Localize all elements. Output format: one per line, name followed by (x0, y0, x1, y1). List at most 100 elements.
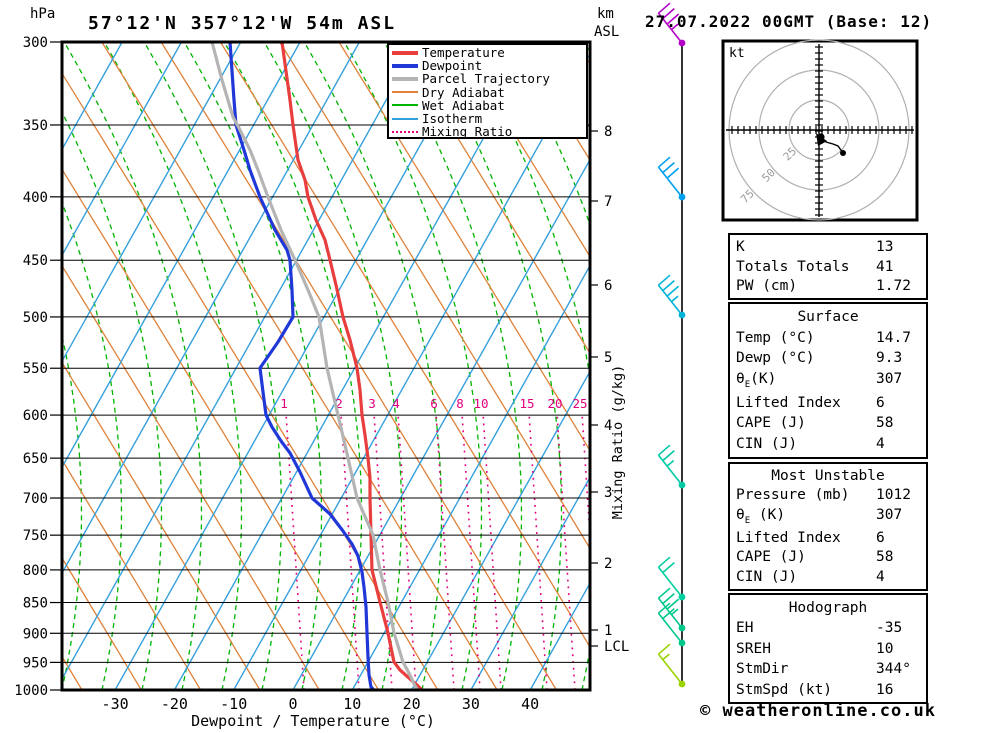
panel-row: CIN (J) 4 (736, 436, 920, 452)
temp-tick-label: -30 (102, 695, 129, 713)
panel-row: CAPE (J) 58 (736, 549, 920, 565)
panel-row: Lifted Index 6 (736, 530, 920, 546)
mixing-ratio-label: 10 (473, 396, 488, 411)
panel-row: EH -35 (736, 620, 920, 636)
panel-row-value: 41 (876, 258, 894, 275)
pressure-tick-label: 750 (23, 528, 48, 544)
legend-item-parcel-trajectory: Parcel Trajectory (392, 72, 586, 85)
legend-item-wet-adiabat: Wet Adiabat (392, 99, 586, 112)
x-axis-title: Dewpoint / Temperature (°C) (191, 712, 435, 730)
wind-barb (657, 643, 686, 688)
legend-label: Dewpoint (422, 58, 483, 74)
panel-row-label: Lifted Index (736, 394, 841, 411)
pressure-tick-label: 650 (23, 451, 48, 467)
km-unit-label: km (597, 6, 614, 22)
panel-row-label: CAPE (J) (736, 549, 806, 566)
temp-tick-label: 40 (521, 695, 539, 713)
panel-row-value: 1.72 (876, 278, 911, 295)
panel-row: SREH 10 (736, 641, 920, 657)
legend-swatch (392, 117, 418, 120)
wind-barb (657, 156, 686, 201)
km-tick-label: 6 (604, 278, 612, 294)
pressure-tick-label: 500 (23, 310, 48, 326)
parcel-trajectory-curve (210, 42, 419, 690)
panel-row-label: CAPE (J) (736, 415, 806, 432)
pressure-tick-label: 900 (23, 626, 48, 642)
wind-barb-station-dot (678, 39, 686, 47)
panel-most-unstable: Most Unstable Pressure (mb) 1012 θE (K) 307 L… (728, 462, 928, 591)
legend-label: Dry Adiabat (422, 84, 505, 100)
temp-tick-label: 20 (403, 695, 421, 713)
panel-row-value: 4 (876, 436, 885, 453)
legend-swatch (392, 130, 418, 133)
panel-row: CAPE (J) 58 (736, 415, 920, 431)
temp-tick-label: 0 (288, 695, 297, 713)
panel-row-value: 1012 (876, 487, 911, 504)
pressure-tick-label: 700 (23, 491, 48, 507)
panel-row-value: 6 (876, 394, 885, 411)
km-tick-label: 1 (604, 623, 612, 639)
panel-row-value: 58 (876, 549, 894, 566)
asl-unit-label: ASL (594, 24, 620, 40)
panel-row-value: 307 (876, 507, 903, 524)
panel-indices: K 13 Totals Totals 41 PW (cm) 1.72 (728, 233, 928, 300)
legend-item-dry-adiabat: Dry Adiabat (392, 86, 586, 99)
wind-barb (657, 556, 686, 601)
panel-row-label: SREH (736, 640, 771, 657)
pressure-tick-label: 800 (23, 563, 48, 579)
chart-background (62, 42, 590, 690)
panel-row: PW (cm) 1.72 (736, 278, 920, 294)
panel-row-label: CIN (J) (736, 569, 798, 586)
panel-row: Temp (°C) 14.7 (736, 330, 920, 346)
km-tick-label: 7 (604, 194, 612, 210)
panel-row-label: θE(K) (736, 371, 777, 390)
panel-row-label: Lifted Index (736, 529, 841, 546)
panel-row-label: Dewp (°C) (736, 350, 815, 367)
mixing-ratio-label: 25 (572, 396, 587, 411)
panel-row: θE(K) 307 (736, 371, 920, 390)
pressure-tick-label: 350 (23, 118, 48, 134)
panel-row-label: θE (K) (736, 507, 786, 527)
temp-tick-label: -20 (161, 695, 188, 713)
panel-row-label: StmDir (736, 661, 789, 677)
wind-barb-station-dot (678, 193, 686, 201)
panel-row-label: K (736, 238, 745, 255)
panel-header: Hodograph (788, 599, 868, 616)
pressure-tick-label: 950 (23, 655, 48, 671)
panel-row-value: 10 (876, 640, 894, 657)
pressure-tick-label: 450 (23, 253, 48, 269)
panel-row-label: Temp (°C) (736, 329, 815, 346)
pressure-gridlines: 300 350 400 450 500 550 600 650 700 750 800 850 900 9… (14, 35, 590, 699)
wind-barb (657, 274, 686, 319)
wind-barb-station-dot (678, 593, 686, 601)
panel-row-value: 307 (876, 371, 903, 387)
mixing-ratio-label: 20 (547, 396, 562, 411)
lcl-label: LCL (604, 639, 629, 655)
legend-label: Isotherm (422, 111, 483, 127)
panel-row-label: Totals Totals (736, 258, 850, 275)
plot-border (60, 40, 592, 692)
panel-row-label: StmSpd (kt) (736, 681, 833, 698)
wind-barb-station-dot (678, 311, 686, 319)
dewpoint-curve (228, 42, 380, 690)
mixing-ratio-label: 4 (392, 396, 400, 411)
pressure-tick-label: 1000 (14, 683, 48, 699)
wind-barb (657, 444, 686, 489)
km-tick-label: 2 (604, 556, 612, 572)
hodograph-storm-arrow (816, 133, 827, 146)
panel-row-value: 14.7 (876, 329, 911, 346)
panel-row: Totals Totals 41 (736, 259, 920, 275)
wind-barb-station-dot (678, 624, 686, 632)
panel-row: StmSpd (kt) 16 (736, 682, 920, 698)
km-tick-label: 3 (604, 485, 612, 501)
legend-item-dewpoint: Dewpoint (392, 59, 586, 72)
wind-barb (657, 602, 686, 647)
panel-row: K 13 (736, 239, 920, 255)
temp-tick-label: -10 (220, 695, 247, 713)
mixing-ratio-lines (285, 412, 590, 690)
chart-legend: Temperature Dewpoint Parcel Trajectory Dry … (387, 43, 588, 139)
copyright-text: © weatheronline.co.uk (700, 701, 936, 721)
